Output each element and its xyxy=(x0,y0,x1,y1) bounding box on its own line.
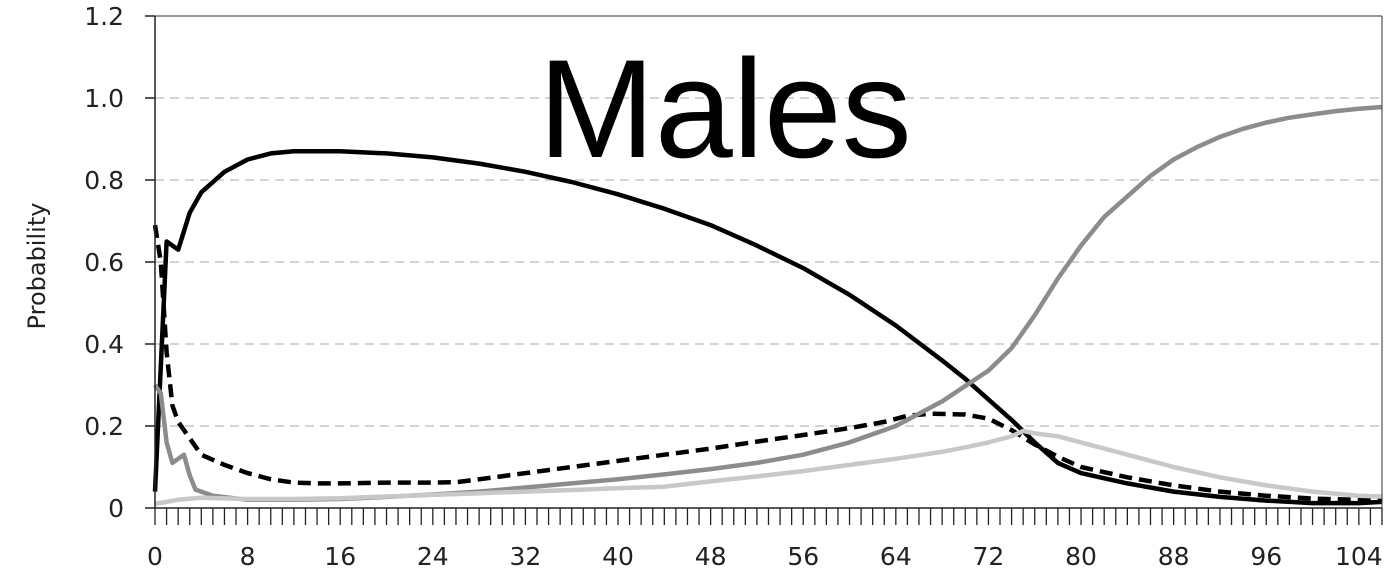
y-axis-ticks: 0 0.2 0.4 0.6 0.8 1.0 1.2 xyxy=(84,2,155,523)
x-tick-label: 32 xyxy=(510,542,542,571)
y-tick-label: 1.2 xyxy=(84,2,124,31)
series-line-2 xyxy=(152,224,1382,503)
y-tick-label: 0.2 xyxy=(84,412,124,441)
gridlines xyxy=(155,97,1382,427)
x-axis-ticks: 0 8 16 24 32 40 48 56 64 72 80 88 96 104 xyxy=(147,508,1383,571)
y-tick-label: 1.0 xyxy=(84,84,124,113)
x-tick-label: 8 xyxy=(240,542,256,571)
y-tick-label: 0.8 xyxy=(84,166,124,195)
y-tick-label: 0.4 xyxy=(84,330,124,359)
series-line-1 xyxy=(152,149,1383,506)
x-tick-label: 104 xyxy=(1335,542,1383,571)
series-line-4 xyxy=(154,428,1383,507)
x-tick-label: 48 xyxy=(695,542,727,571)
x-tick-label: 64 xyxy=(880,542,912,571)
y-axis-title: Probability xyxy=(23,203,51,330)
x-tick-label: 88 xyxy=(1158,542,1190,571)
x-tick-label: 40 xyxy=(602,542,634,571)
series-lines xyxy=(152,104,1383,507)
x-tick-label: 80 xyxy=(1065,542,1097,571)
series-line-3 xyxy=(153,104,1383,503)
y-tick-label: 0.6 xyxy=(84,248,124,277)
x-tick-label: 72 xyxy=(973,542,1005,571)
x-tick-label: 24 xyxy=(417,542,449,571)
chart-title: Males xyxy=(538,30,911,187)
x-tick-label: 56 xyxy=(787,542,819,571)
x-tick-label: 0 xyxy=(147,542,163,571)
x-tick-label: 96 xyxy=(1250,542,1282,571)
y-tick-label: 0 xyxy=(108,494,124,523)
x-tick-label: 16 xyxy=(324,542,356,571)
